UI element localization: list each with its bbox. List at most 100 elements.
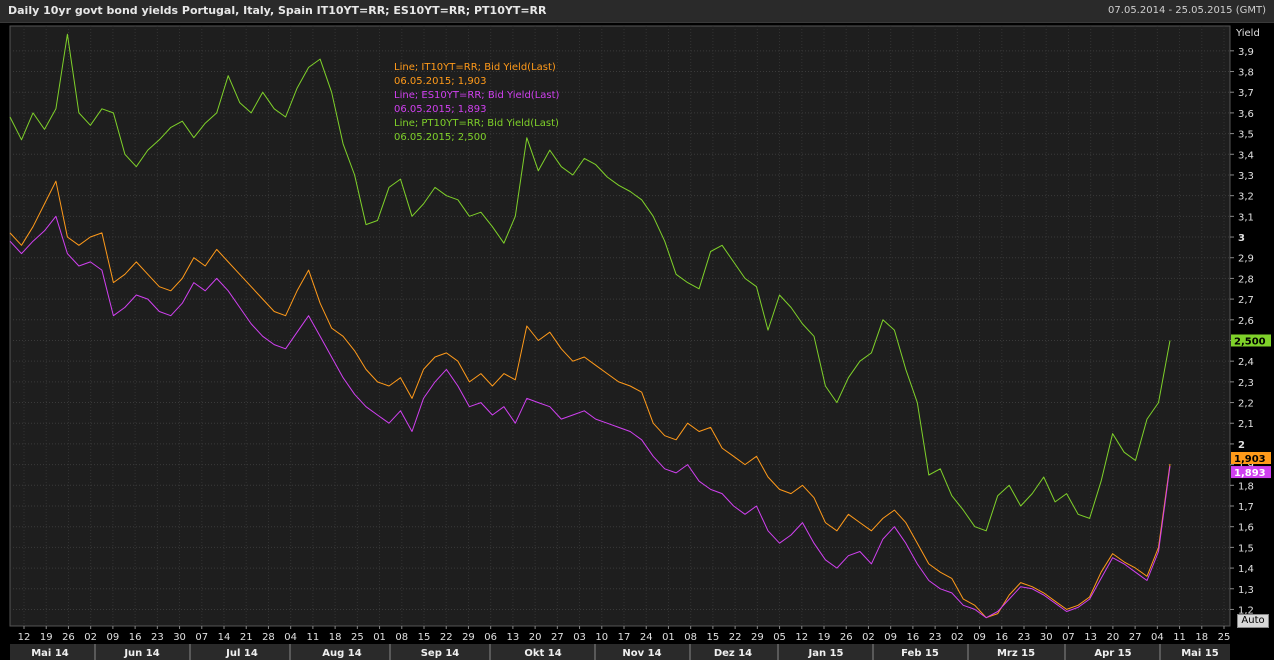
y-tick-label: 1,4	[1238, 564, 1254, 575]
x-tick-label: 30	[1040, 632, 1053, 643]
legend-series-name: Line; PT10YT=RR; Bid Yield(Last)	[394, 118, 559, 129]
x-tick-label: 22	[440, 632, 453, 643]
y-tick-label: 3,5	[1238, 130, 1254, 141]
month-label: Jul 14	[225, 648, 258, 659]
x-axis: 12 19 26 02 09 16 23 30 07 14 21 28 04 11 18 25 01 08 15 22…	[18, 626, 1231, 643]
month-label: Mrz 15	[997, 648, 1035, 659]
x-tick-label: 17	[618, 632, 631, 643]
x-tick-label: 30	[173, 632, 186, 643]
x-tick-label: 06	[484, 632, 497, 643]
legend-series-name: Line; IT10YT=RR; Bid Yield(Last)	[394, 62, 556, 73]
x-tick-label: 02	[951, 632, 964, 643]
y-tick-label: 3,2	[1238, 192, 1254, 203]
last-value-badge	[1231, 452, 1271, 464]
x-tick-label: 19	[40, 632, 53, 643]
x-tick-label: 01	[373, 632, 386, 643]
x-tick-label: 13	[507, 632, 520, 643]
series-line-it10yt-rr[interactable]	[9, 180, 1171, 619]
y-tick-label: 2,8	[1238, 274, 1254, 285]
y-tick-label: 2,7	[1238, 295, 1254, 306]
x-tick-label: 12	[18, 632, 31, 643]
x-tick-label: 21	[240, 632, 253, 643]
month-label: Aug 14	[322, 648, 361, 659]
month-label: Jun 14	[123, 648, 159, 659]
x-tick-label: 27	[551, 632, 564, 643]
y-tick-label: 1,3	[1238, 585, 1254, 596]
x-tick-label: 18	[329, 632, 342, 643]
x-tick-label: 09	[884, 632, 897, 643]
x-tick-label: 18	[1195, 632, 1208, 643]
x-tick-label: 27	[1129, 632, 1142, 643]
x-tick-label: 01	[662, 632, 675, 643]
y-tick-label: 3,3	[1238, 171, 1254, 182]
x-tick-label: 26	[840, 632, 853, 643]
x-tick-label: 29	[462, 632, 475, 643]
y-tick-label: 3,7	[1238, 88, 1254, 99]
x-tick-label: 11	[1173, 632, 1186, 643]
x-tick-label: 12	[795, 632, 808, 643]
chart-area[interactable]: 1,21,31,41,51,61,71,81,922,12,22,32,42,5…	[0, 22, 1274, 660]
legend-series-value: 06.05.2015; 1,893	[394, 104, 487, 115]
x-tick-label: 15	[707, 632, 720, 643]
x-tick-label: 16	[129, 632, 142, 643]
x-tick-label: 08	[395, 632, 408, 643]
x-tick-label: 07	[195, 632, 208, 643]
month-label: Nov 14	[622, 648, 661, 659]
y-tick-label: 2,3	[1238, 378, 1254, 389]
y-tick-label: 1,7	[1238, 502, 1254, 513]
last-value-badge	[1231, 466, 1271, 479]
auto-scale-button[interactable]: Auto	[1237, 614, 1269, 628]
x-tick-label: 23	[1018, 632, 1031, 643]
x-tick-label: 28	[262, 632, 275, 643]
series-line-es10yt-rr[interactable]	[9, 215, 1171, 619]
legend-series-value: 06.05.2015; 1,903	[394, 76, 487, 87]
last-value-badge	[1231, 334, 1271, 347]
x-tick-label: 25	[1218, 632, 1231, 643]
x-tick-label: 25	[351, 632, 364, 643]
x-tick-label: 10	[595, 632, 608, 643]
y-tick-label: 2,4	[1238, 357, 1254, 368]
x-tick-label: 03	[573, 632, 586, 643]
last-value-label: 1,893	[1234, 468, 1266, 479]
y-tick-label: 3,9	[1238, 47, 1254, 58]
x-tick-label: 23	[151, 632, 164, 643]
x-tick-label: 02	[862, 632, 875, 643]
x-tick-label: 20	[1107, 632, 1120, 643]
y-tick-label: 2,6	[1238, 316, 1254, 327]
x-tick-label: 23	[929, 632, 942, 643]
x-tick-label: 16	[995, 632, 1008, 643]
y-tick-label: 3,8	[1238, 68, 1254, 79]
month-band	[10, 644, 1230, 660]
y-tick-label: 2,9	[1238, 254, 1254, 265]
x-tick-label: 19	[818, 632, 831, 643]
plot-background	[9, 25, 1231, 627]
y-axis: 1,21,31,41,51,61,71,81,922,12,22,32,42,5…	[1230, 28, 1260, 616]
y-axis-label: Yield	[1235, 28, 1260, 39]
x-tick-label: 11	[307, 632, 320, 643]
legend-series-name: Line; ES10YT=RR; Bid Yield(Last)	[394, 90, 560, 101]
month-label: Dez 14	[714, 648, 752, 659]
y-tick-label: 2,1	[1238, 419, 1254, 430]
month-label: Jan 15	[808, 648, 844, 659]
x-tick-label: 08	[684, 632, 697, 643]
x-tick-label: 15	[418, 632, 431, 643]
chart-title: Daily 10yr govt bond yields Portugal, It…	[8, 4, 547, 17]
x-tick-label: 13	[1084, 632, 1097, 643]
x-tick-label: 26	[62, 632, 75, 643]
last-value-label: 2,500	[1234, 336, 1266, 347]
x-tick-label: 29	[751, 632, 764, 643]
series-line-pt10yt-rr[interactable]	[9, 33, 1171, 532]
y-tick-label: 1,8	[1238, 481, 1254, 492]
x-tick-label: 04	[1151, 632, 1164, 643]
y-tick-label: 1,6	[1238, 523, 1254, 534]
y-tick-label: 2	[1238, 440, 1245, 451]
x-tick-label: 16	[907, 632, 920, 643]
month-label: Feb 15	[901, 648, 939, 659]
month-label: Apr 15	[1094, 648, 1131, 659]
month-label: Mai 15	[1181, 648, 1219, 659]
x-tick-label: 24	[640, 632, 653, 643]
x-tick-label: 09	[107, 632, 120, 643]
y-tick-label: 1,5	[1238, 543, 1254, 554]
month-label: Mai 14	[31, 648, 69, 659]
x-tick-label: 07	[1062, 632, 1075, 643]
